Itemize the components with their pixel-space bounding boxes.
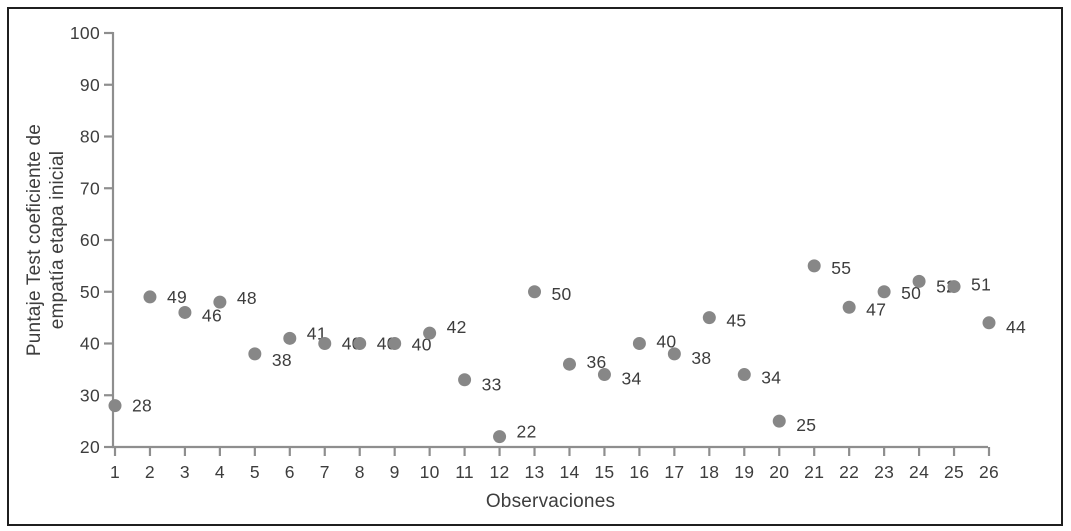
data-point [737,368,751,382]
data-point-label: 34 [621,369,641,389]
data-point [493,430,507,444]
x-tick-label: 8 [355,462,365,482]
x-tick-label: 1 [110,462,120,482]
data-point-label: 51 [971,275,991,295]
x-tick-label: 19 [734,462,754,482]
data-point [597,368,611,382]
data-point-label: 40 [412,335,432,355]
x-tick-label: 15 [594,462,614,482]
data-point [423,326,437,340]
data-point [353,337,367,350]
x-axis-title: Observaciones [485,491,616,512]
x-tick-label: 10 [420,462,440,482]
y-tick-label: 100 [70,23,100,43]
data-point [807,259,821,273]
x-tick-label: 21 [804,462,824,482]
data-point-label: 50 [552,284,572,304]
data-point-label: 36 [586,352,606,372]
x-tick-label: 18 [699,462,719,482]
y-tick-label: 80 [80,127,100,147]
data-point [982,316,996,330]
y-axis-title: Puntaje Test coeficiente de empatía etap… [23,25,69,455]
data-point [388,337,402,350]
data-point-label: 33 [482,375,502,395]
data-point [772,414,786,428]
data-point [667,347,681,361]
data-point-label: 47 [866,299,886,319]
data-point-label: 49 [167,287,187,307]
data-point-label: 48 [237,288,257,308]
data-point [248,347,262,361]
data-point-label: 50 [901,283,921,303]
x-tick-label: 13 [524,462,544,482]
y-axis-title-line1: Puntaje Test coeficiente de [24,123,45,357]
data-point [702,311,716,325]
y-tick-label: 50 [80,282,100,302]
y-tick-label: 20 [80,437,100,457]
x-tick-label: 5 [250,462,260,482]
x-tick-label: 20 [769,462,789,482]
data-point-label: 38 [691,348,711,368]
data-point-label: 55 [831,258,851,278]
x-tick-label: 2 [145,462,155,482]
x-tick-label: 26 [979,462,999,482]
x-tick-label: 4 [215,462,225,482]
data-point [562,357,576,371]
data-point [178,305,192,319]
x-tick-label: 12 [490,462,510,482]
data-point [877,285,891,299]
data-point [842,300,856,314]
x-tick-label: 23 [874,462,894,482]
data-point-label: 34 [761,368,781,388]
x-tick-label: 14 [559,462,579,482]
data-point [458,373,472,387]
data-point [947,280,961,294]
x-tick-label: 3 [180,462,190,482]
y-axis-title-line2: empatía etapa inicial [47,150,68,330]
x-tick-label: 24 [909,462,929,482]
x-tick-label: 7 [320,462,330,482]
data-point-label: 44 [1006,317,1026,337]
x-tick-label: 6 [285,462,295,482]
data-point [318,337,332,350]
x-tick-label: 16 [629,462,649,482]
y-tick-label: 70 [80,178,100,198]
x-tick-label: 22 [839,462,859,482]
data-point [143,290,157,304]
data-point-label: 25 [796,415,816,435]
data-point-label: 28 [132,396,152,416]
y-tick-label: 90 [80,75,100,95]
data-point-label: 45 [726,311,746,331]
data-point [283,331,297,345]
y-tick-label: 40 [80,334,100,354]
x-tick-label: 9 [390,462,400,482]
data-point-label: 42 [447,317,467,337]
x-tick-label: 25 [944,462,964,482]
data-point [528,285,542,299]
data-point [108,399,122,413]
data-point-label: 22 [517,422,537,442]
y-tick-label: 30 [80,385,100,405]
y-tick-label: 60 [80,230,100,250]
data-point-label: 40 [656,332,676,352]
data-point [213,295,227,309]
data-point [632,337,646,350]
x-tick-label: 17 [664,462,684,482]
x-tick-label: 11 [455,462,474,482]
data-point-label: 38 [272,350,292,370]
data-point-label: 46 [202,305,222,325]
data-point [912,274,926,288]
